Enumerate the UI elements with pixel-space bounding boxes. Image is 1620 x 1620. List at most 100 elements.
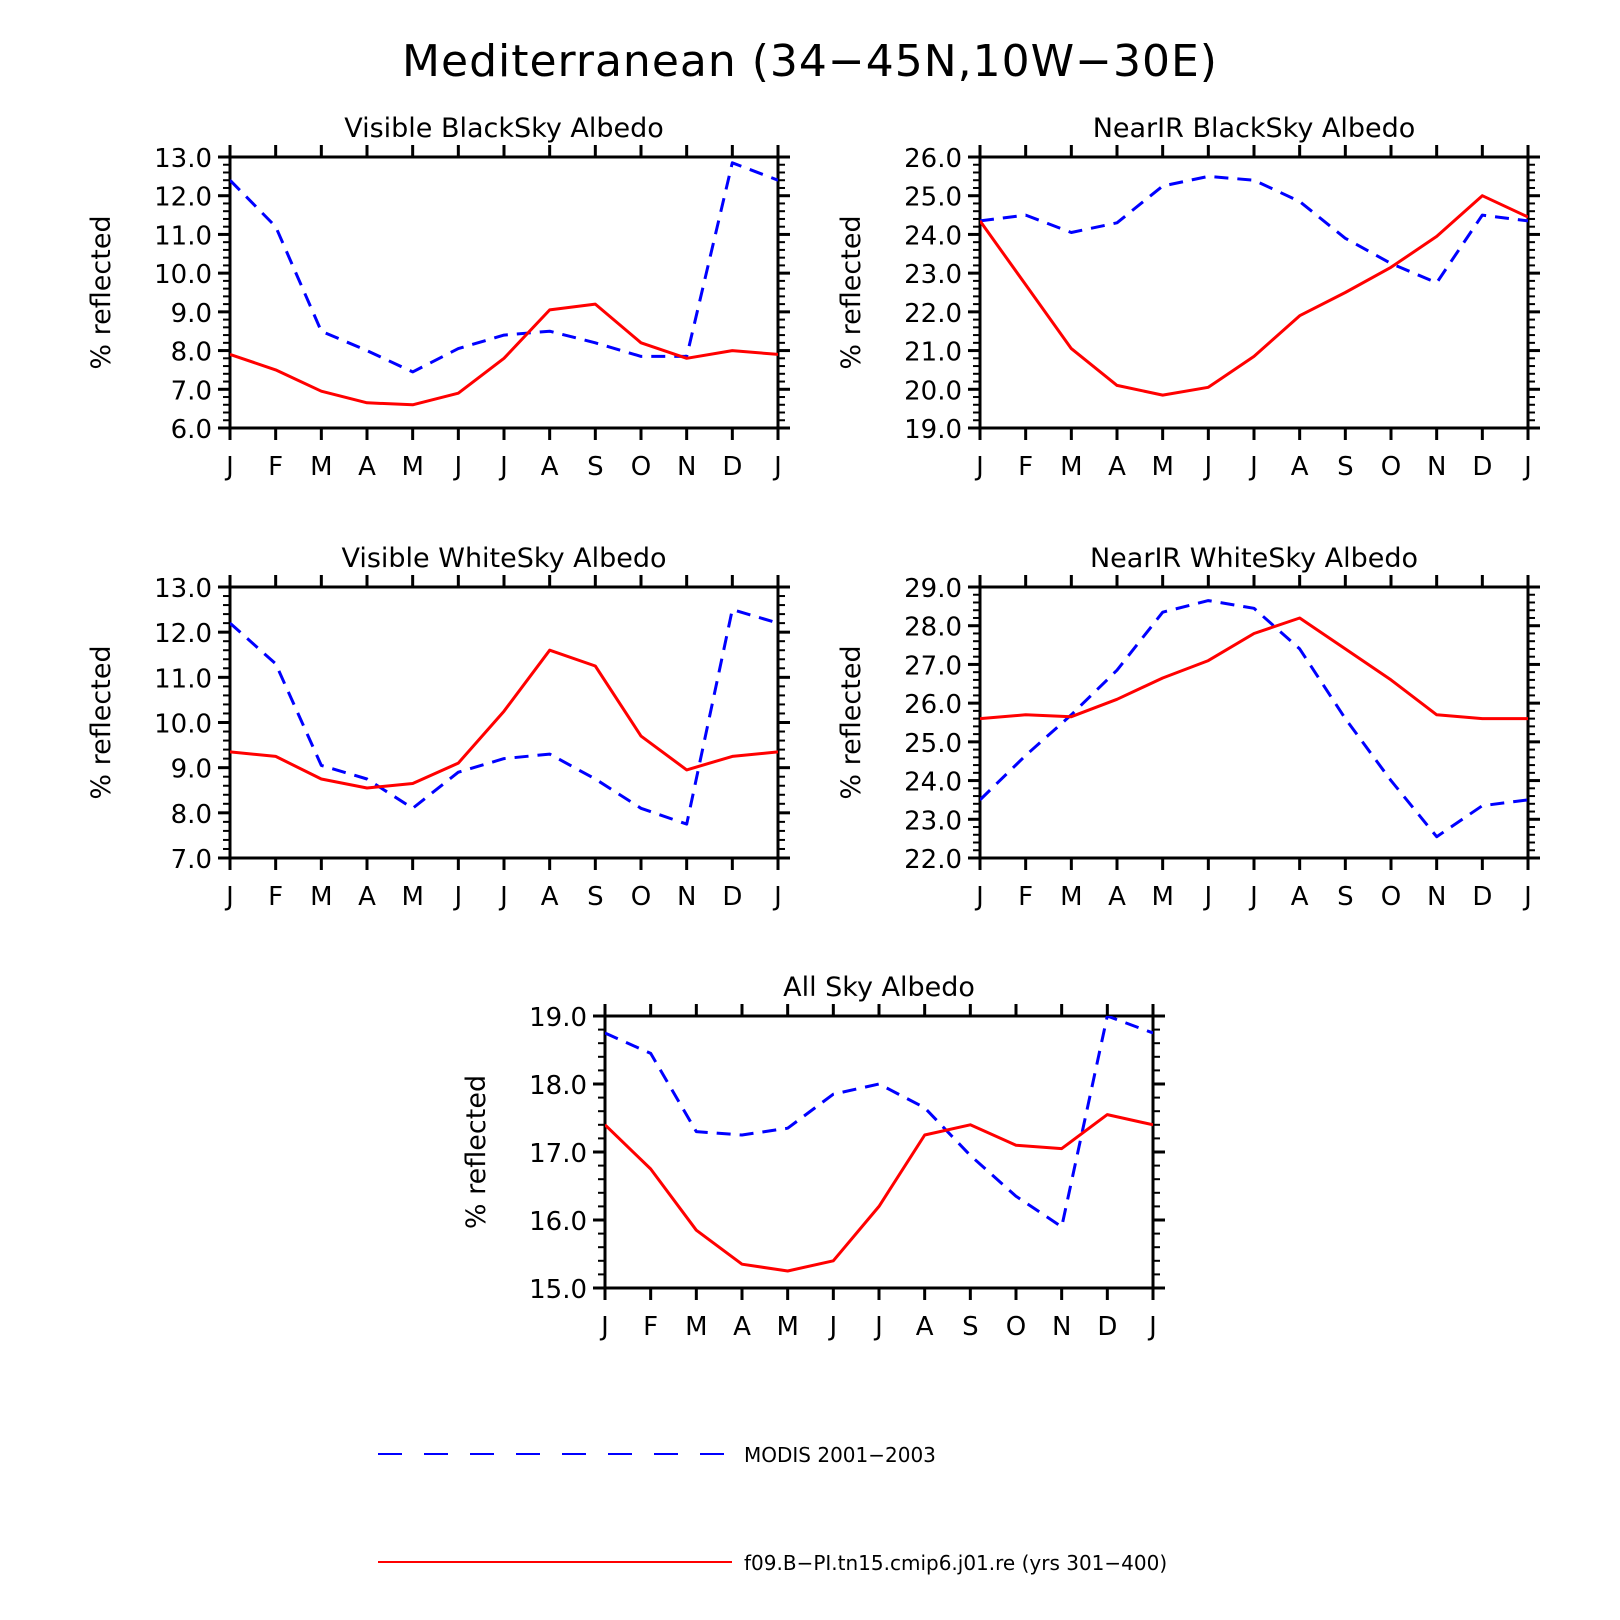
x-tick-label: S [962,1312,979,1342]
series-line-modis [230,161,778,374]
x-tick-label: M [776,1312,798,1342]
x-tick-label: M [1060,452,1082,482]
y-tick-label: 13.0 [154,574,212,604]
x-tick-label: J [772,452,782,482]
x-tick-label: D [722,452,742,482]
x-tick-label: M [401,882,423,912]
x-tick-label: J [1248,452,1258,482]
y-tick-label: 22.0 [904,845,962,875]
x-tick-label: J [974,882,984,912]
x-tick-label: A [1291,882,1309,912]
y-tick-label: 11.0 [154,664,212,694]
panel-title: NearIR WhiteSky Albedo [1090,543,1418,574]
x-tick-label: M [310,882,332,912]
y-axis-label: % reflected [461,1075,492,1229]
x-tick-label: N [1427,882,1446,912]
x-tick-label: J [452,882,462,912]
x-tick-label: J [1522,452,1532,482]
x-tick-label: J [452,452,462,482]
x-tick-label: J [1522,882,1532,912]
y-tick-label: 7.0 [171,845,212,875]
y-tick-label: 16.0 [529,1207,587,1237]
x-tick-label: A [1108,452,1126,482]
panel-title: Visible BlackSky Albedo [344,113,664,144]
plot-frame [228,585,780,860]
series-line-model [230,648,778,790]
y-tick-label: 12.0 [154,619,212,649]
x-tick-label: J [498,452,508,482]
y-tick-label: 8.0 [171,800,212,830]
legend-label-model: f09.B−PI.tn15.cmip6.j01.re (yrs 301−400) [744,1551,1167,1575]
series-line-model [980,194,1528,397]
y-tick-label: 10.0 [154,260,212,290]
x-tick-label: M [401,452,423,482]
y-tick-label: 24.0 [904,221,962,251]
x-tick-label: M [1151,452,1173,482]
y-tick-label: 28.0 [904,613,962,643]
x-tick-label: A [358,452,376,482]
x-tick-label: J [1248,882,1258,912]
x-tick-label: A [916,1312,934,1342]
x-tick-label: A [541,452,559,482]
x-tick-label: N [677,452,696,482]
x-tick-label: N [1052,1312,1071,1342]
legend-label-modis: MODIS 2001−2003 [744,1443,936,1467]
x-tick-label: D [1472,882,1492,912]
x-tick-label: F [643,1312,658,1342]
y-tick-label: 11.0 [154,221,212,251]
x-tick-label: J [224,452,234,482]
y-tick-label: 22.0 [904,299,962,329]
x-tick-label: O [631,882,651,912]
x-tick-label: A [358,882,376,912]
x-tick-label: S [587,882,604,912]
x-tick-label: J [224,882,234,912]
y-tick-label: 10.0 [154,710,212,740]
x-tick-label: O [1381,882,1401,912]
y-tick-label: 19.0 [529,1003,587,1033]
x-tick-label: F [268,452,283,482]
y-tick-label: 13.0 [154,144,212,174]
x-tick-label: M [310,452,332,482]
series-line-modis [980,599,1528,839]
x-tick-label: M [685,1312,707,1342]
y-tick-label: 9.0 [171,299,212,329]
y-tick-label: 24.0 [904,768,962,798]
y-axis-label: % reflected [836,215,867,369]
y-tick-label: 8.0 [171,338,212,368]
x-tick-label: D [722,882,742,912]
y-tick-label: 29.0 [904,574,962,604]
x-tick-label: A [541,882,559,912]
panel-title: NearIR BlackSky Albedo [1093,113,1416,144]
x-tick-label: J [772,882,782,912]
x-tick-label: A [733,1312,751,1342]
y-axis-label: % reflected [836,645,867,799]
x-tick-label: F [1018,452,1033,482]
x-tick-label: O [631,452,651,482]
legend: MODIS 2001−2003 f09.B−PI.tn15.cmip6.j01.r… [378,1443,1167,1575]
y-tick-label: 9.0 [171,755,212,785]
x-tick-label: S [1337,452,1354,482]
x-tick-label: J [974,452,984,482]
series-line-model [230,302,778,407]
x-tick-label: J [498,882,508,912]
y-tick-label: 19.0 [904,415,962,445]
plot-frame [603,1014,1155,1290]
x-tick-label: N [677,882,696,912]
y-tick-label: 23.0 [904,806,962,836]
series-line-modis [230,608,778,826]
x-tick-label: D [1472,452,1492,482]
x-tick-label: J [1202,882,1212,912]
x-tick-label: S [587,452,604,482]
y-tick-label: 7.0 [171,376,212,406]
y-tick-label: 26.0 [904,690,962,720]
y-tick-label: 15.0 [529,1275,587,1305]
y-tick-label: 18.0 [529,1071,587,1101]
plot-frame [978,155,1530,430]
y-tick-label: 27.0 [904,651,962,681]
x-tick-label: J [1202,452,1212,482]
